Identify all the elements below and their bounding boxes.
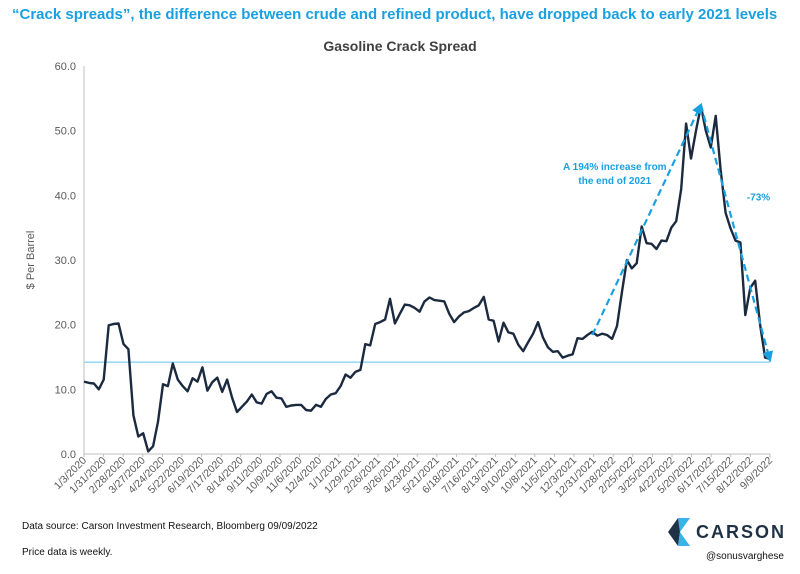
brand-name: CARSON [696, 521, 787, 542]
annotation-arrow [699, 104, 774, 363]
price-data-note: Price data is weekly. [22, 547, 113, 558]
y-tick-label: 40.0 [55, 190, 76, 202]
annotation-label: A 194% increase from the end of 2021 [563, 162, 667, 187]
annotation-label: -73% [747, 193, 770, 204]
brand-logo: CARSON [668, 518, 786, 546]
y-tick-label: 10.0 [55, 384, 76, 396]
author-handle: @sonusvarghese [706, 551, 784, 562]
y-axis-title: $ Per Barrel [25, 231, 37, 290]
y-tick-label: 20.0 [55, 320, 76, 332]
y-tick-label: 30.0 [55, 255, 76, 267]
annotation-arrow [591, 102, 703, 336]
y-tick-label: 60.0 [55, 61, 76, 73]
y-tick-label: 0.0 [61, 449, 76, 461]
data-source-note: Data source: Carson Investment Research,… [22, 521, 318, 532]
headline: “Crack spreads”, the difference between … [12, 6, 778, 23]
series-line [83, 104, 771, 453]
y-tick-label: 50.0 [55, 126, 76, 138]
chart-title: Gasoline Crack Spread [323, 38, 477, 54]
carson-logo-icon [668, 518, 690, 546]
